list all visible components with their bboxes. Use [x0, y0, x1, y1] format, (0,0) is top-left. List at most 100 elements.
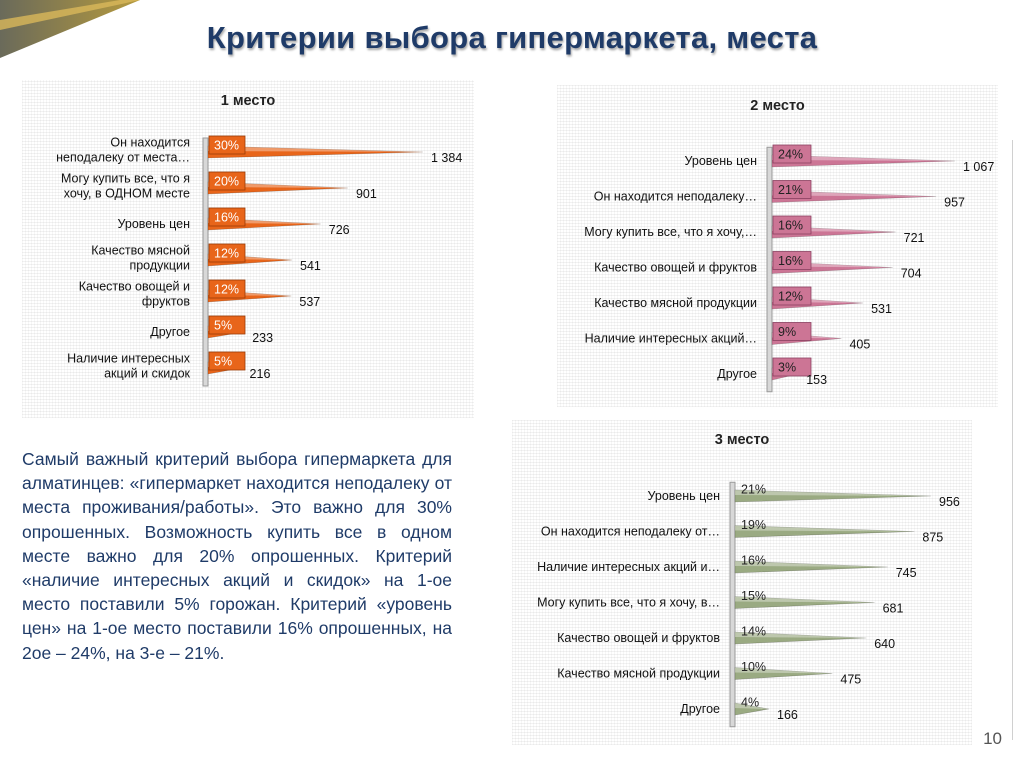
chart-bar: [734, 631, 867, 645]
category-label: Он находится неподалеку…: [594, 190, 757, 204]
chart-bar-highlight: [735, 632, 867, 638]
percent-label: 19%: [741, 518, 766, 532]
value-label: 875: [922, 531, 943, 545]
category-label: акций и скидок: [104, 367, 190, 381]
chart-bar: [771, 190, 937, 203]
percent-label: 30%: [214, 139, 239, 153]
chart-title: 1 место: [221, 93, 276, 109]
percent-label: 12%: [778, 290, 803, 304]
percent-label: 5%: [214, 355, 232, 369]
value-label: 726: [329, 223, 350, 237]
value-label: 721: [904, 231, 925, 245]
value-label: 681: [883, 602, 904, 616]
percent-label: 3%: [778, 361, 796, 375]
value-label: 745: [896, 566, 917, 580]
percent-label: 21%: [741, 483, 766, 497]
chart-bar: [734, 489, 932, 503]
category-label: Он находится неподалеку от…: [541, 525, 720, 539]
percent-label: 14%: [741, 625, 766, 639]
percent-label: 5%: [214, 319, 232, 333]
chart-title: 2 место: [750, 98, 805, 114]
chart-bar-highlight: [772, 155, 955, 161]
value-label: 475: [840, 673, 861, 687]
percent-badge: [208, 171, 246, 191]
percent-badge: [772, 286, 812, 306]
percent-badge: [208, 351, 246, 371]
chart-panel-3: 3 место 21% 956 Уровень цен 19% 875 Он находит…: [512, 420, 972, 745]
value-label: 537: [299, 295, 320, 309]
value-label: 1 067: [963, 160, 994, 174]
percent-badge: [208, 315, 246, 335]
value-label: 957: [944, 196, 965, 210]
category-label: неподалеку от места…: [56, 151, 190, 165]
category-label: Наличие интересных акций…: [585, 332, 757, 346]
category-label: Наличие интересных: [67, 352, 191, 366]
percent-label: 12%: [214, 247, 239, 261]
percent-label: 9%: [778, 325, 796, 339]
chart-bar-highlight: [208, 146, 423, 152]
percent-label: 20%: [214, 175, 239, 189]
percent-label: 16%: [741, 554, 766, 568]
value-label: 640: [874, 637, 895, 651]
axis-line: [766, 146, 773, 393]
category-label: Другое: [680, 702, 720, 716]
corner-decoration: [0, 0, 140, 60]
chart-bar-highlight: [735, 596, 875, 603]
chart-bar: [207, 145, 424, 159]
chart-panel-1: 1 место 30% 1 384 Он находится неподалеку от…: [22, 80, 474, 418]
chart-bar-highlight: [735, 703, 770, 709]
category-label: хочу, в ОДНОМ месте: [64, 187, 190, 201]
value-label: 1 384: [431, 151, 462, 165]
percent-label: 4%: [741, 696, 759, 710]
value-label: 233: [252, 331, 273, 345]
percent-badge: [772, 251, 812, 270]
category-label: Уровень цен: [118, 217, 191, 231]
chart-bar: [734, 667, 833, 680]
percent-badge: [772, 180, 812, 199]
percent-badge: [772, 215, 812, 235]
category-label: Могу купить все, что я хочу,…: [584, 225, 757, 239]
chart-bar: [734, 560, 888, 574]
page-title: Критерии выбора гипермаркета, места: [206, 20, 818, 55]
value-label: 216: [250, 367, 271, 381]
percent-label: 16%: [214, 211, 239, 225]
percent-label: 16%: [778, 254, 803, 268]
value-label: 405: [849, 338, 870, 352]
value-label: 901: [356, 187, 377, 201]
percent-label: 24%: [778, 148, 803, 162]
category-label: Он находится: [110, 136, 190, 150]
category-label: Качество мясной продукции: [594, 296, 757, 310]
percent-badge: [208, 207, 246, 227]
axis-line: [729, 481, 736, 728]
summary-text: Самый важный критерий выбора гипермаркет…: [22, 449, 452, 663]
chart-bar-highlight: [735, 490, 931, 496]
value-label: 541: [300, 259, 321, 273]
axis-line: [202, 137, 209, 387]
percent-badge: [208, 279, 246, 299]
category-label: фруктов: [142, 295, 190, 309]
percent-label: 16%: [778, 219, 803, 233]
page-number: 10: [983, 729, 1002, 748]
category-label: Качество мясной: [91, 244, 190, 258]
percent-label: 21%: [778, 183, 803, 197]
category-label: Уровень цен: [685, 154, 758, 168]
chart-bar: [734, 702, 770, 716]
percent-badge: [208, 135, 246, 155]
category-label: Качество мясной продукции: [557, 667, 720, 681]
value-label: 531: [871, 302, 892, 316]
percent-label: 12%: [214, 283, 239, 297]
category-label: Качество овощей и фруктов: [594, 261, 757, 275]
chart-bar-highlight: [735, 525, 915, 532]
value-label: 166: [777, 708, 798, 722]
category-label: Могу купить все, что я хочу, в…: [537, 596, 720, 610]
chart-panel-2: 2 место 24% 1 067 Уровень цен 21% 957 Он наход…: [557, 85, 998, 407]
chart-title: 3 место: [715, 432, 770, 448]
chart-3: 3 место 21% 956 Уровень цен 19% 875 Он находит…: [537, 432, 960, 728]
percent-label: 10%: [741, 660, 766, 674]
percent-badge: [772, 144, 812, 164]
value-label: 956: [939, 495, 960, 509]
chart-bar: [734, 525, 915, 538]
chart-2: 2 место 24% 1 067 Уровень цен 21% 957 Он наход…: [584, 98, 994, 393]
category-label: Могу купить все, что я: [61, 172, 190, 186]
